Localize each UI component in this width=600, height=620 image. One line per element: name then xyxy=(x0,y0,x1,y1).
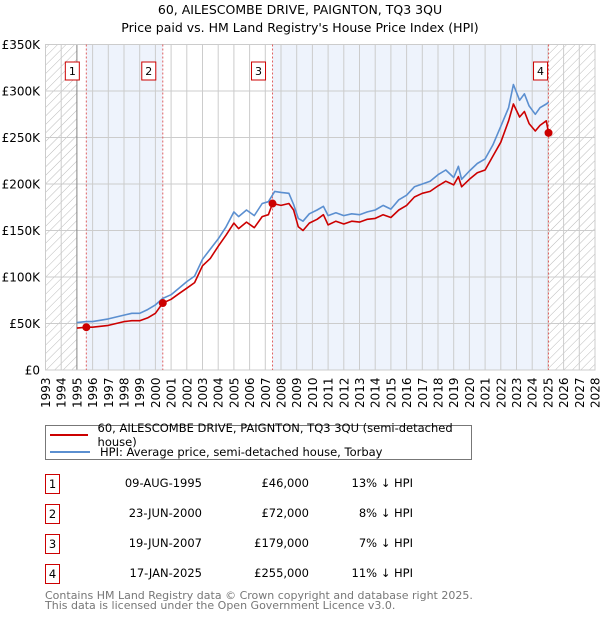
y-tick-label: £250K xyxy=(2,131,42,145)
x-tick-label: 2006 xyxy=(243,377,257,408)
x-tick-label: 2002 xyxy=(180,377,194,408)
sale-label-box xyxy=(64,61,80,81)
sale-row: 3 19-JUN-2007 £179,000 7% ↓ HPI xyxy=(45,534,445,554)
x-tick-label: 2028 xyxy=(589,377,600,408)
x-tick-label: 2015 xyxy=(384,377,398,408)
x-tick-label: 2012 xyxy=(337,377,351,408)
x-tick-label: 2000 xyxy=(149,377,163,408)
y-tick-label: £350K xyxy=(2,38,42,52)
sale-date: 23-JUN-2000 xyxy=(128,506,202,520)
x-tick-label: 2008 xyxy=(275,377,289,408)
sale-date: 19-JUN-2007 xyxy=(128,536,202,550)
legend-item-hpi: HPI: Average price, semi-detached house,… xyxy=(50,444,382,460)
x-tick-label: 2022 xyxy=(494,377,508,408)
sale-label-number: 2 xyxy=(145,65,152,78)
sale-number: 4 xyxy=(45,564,60,584)
sale-price: £46,000 xyxy=(261,476,309,490)
y-tick-label: £100K xyxy=(2,271,42,285)
legend-item-property: 60, AILESCOMBE DRIVE, PAIGNTON, TQ3 3QU … xyxy=(50,421,471,449)
y-tick-label: £200K xyxy=(2,178,42,192)
sale-label-box xyxy=(533,61,549,81)
x-tick-label: 2019 xyxy=(447,377,461,408)
sale-number: 2 xyxy=(45,504,60,524)
legend-label-property: 60, AILESCOMBE DRIVE, PAIGNTON, TQ3 3QU … xyxy=(97,421,453,449)
sale-row: 1 09-AUG-1995 £46,000 13% ↓ HPI xyxy=(45,474,445,494)
x-tick-label: 2013 xyxy=(353,377,367,408)
x-tick-label: 2025 xyxy=(541,377,555,408)
x-tick-label: 2010 xyxy=(306,377,320,408)
footer-licence: This data is licensed under the Open Gov… xyxy=(45,599,396,612)
hpi-line xyxy=(76,83,550,324)
y-tick-label: £50K xyxy=(9,317,41,331)
sale-hpi-diff: 13% ↓ HPI xyxy=(351,476,413,490)
x-tick-label: 2023 xyxy=(510,377,524,408)
chart-subtitle: Price paid vs. HM Land Registry's House … xyxy=(121,20,479,35)
x-tick-label: 2016 xyxy=(400,377,414,408)
x-tick-label: 1995 xyxy=(70,377,84,408)
footer-copyright: Contains HM Land Registry data © Crown c… xyxy=(45,589,473,602)
x-tick-label: 2020 xyxy=(463,377,477,408)
x-tick-label: 1994 xyxy=(55,377,69,408)
sale-point xyxy=(268,199,277,208)
y-tick-label: £150K xyxy=(2,224,42,238)
x-tick-label: 2024 xyxy=(526,377,540,408)
legend: 60, AILESCOMBE DRIVE, PAIGNTON, TQ3 3QU … xyxy=(45,421,472,460)
legend-line-hpi xyxy=(50,451,90,453)
x-tick-label: 1999 xyxy=(133,377,147,408)
x-tick-label: 1996 xyxy=(86,377,100,408)
sale-number: 3 xyxy=(45,534,60,554)
sale-price: £179,000 xyxy=(254,536,309,550)
no-data-hatch-right xyxy=(548,44,595,370)
plot-border xyxy=(45,44,596,371)
sale-date: 17-JAN-2025 xyxy=(129,566,203,580)
price-chart: £0 £50K £100K £150K £200K £250K £300K £350K 1993… xyxy=(2,38,600,408)
x-tick-label: 2007 xyxy=(259,377,273,408)
x-tick-label: 2001 xyxy=(165,377,179,408)
x-tick-label: 1998 xyxy=(118,377,132,408)
shade-band xyxy=(272,44,549,370)
sale-price: £72,000 xyxy=(261,506,309,520)
sale-label-number: 1 xyxy=(69,65,76,78)
sale-point xyxy=(158,299,167,308)
sale-row: 4 17-JAN-2025 £255,000 11% ↓ HPI xyxy=(45,564,445,584)
x-tick-label: 2004 xyxy=(212,377,226,408)
y-tick-label: £0 xyxy=(25,364,40,378)
x-tick-label: 2017 xyxy=(416,377,430,408)
x-tick-label: 1997 xyxy=(102,377,116,408)
x-tick-label: 1993 xyxy=(39,377,53,408)
sale-date: 09-AUG-1995 xyxy=(124,476,202,490)
y-tick-label: £300K xyxy=(2,85,42,99)
x-tick-label: 2018 xyxy=(432,377,446,408)
legend-label-hpi: HPI: Average price, semi-detached house,… xyxy=(100,445,383,459)
sale-number: 1 xyxy=(45,474,60,494)
sale-label-number: 3 xyxy=(255,65,262,78)
sale-hpi-diff: 8% ↓ HPI xyxy=(358,506,413,520)
sale-hpi-diff: 7% ↓ HPI xyxy=(358,536,413,550)
sale-price: £255,000 xyxy=(254,566,309,580)
legend-line-property xyxy=(50,434,88,436)
x-tick-label: 2009 xyxy=(290,377,304,408)
sale-label-number: 4 xyxy=(537,65,544,78)
x-tick-label: 2027 xyxy=(573,377,587,408)
x-tick-label: 2003 xyxy=(196,377,210,408)
sale-hpi-diff: 11% ↓ HPI xyxy=(351,566,413,580)
x-tick-label: 2014 xyxy=(369,377,383,408)
sale-row: 2 23-JUN-2000 £72,000 8% ↓ HPI xyxy=(45,504,445,524)
sale-label-box xyxy=(141,61,157,81)
chart-title: 60, AILESCOMBE DRIVE, PAIGNTON, TQ3 3QU xyxy=(157,2,443,17)
x-tick-label: 2005 xyxy=(227,377,241,408)
sale-point xyxy=(82,323,91,332)
x-tick-label: 2011 xyxy=(322,377,336,408)
x-tick-label: 2021 xyxy=(479,377,493,408)
property-price-line xyxy=(76,103,550,329)
x-tick-label: 2026 xyxy=(557,377,571,408)
sale-point xyxy=(544,128,553,137)
sale-label-box xyxy=(251,61,267,81)
